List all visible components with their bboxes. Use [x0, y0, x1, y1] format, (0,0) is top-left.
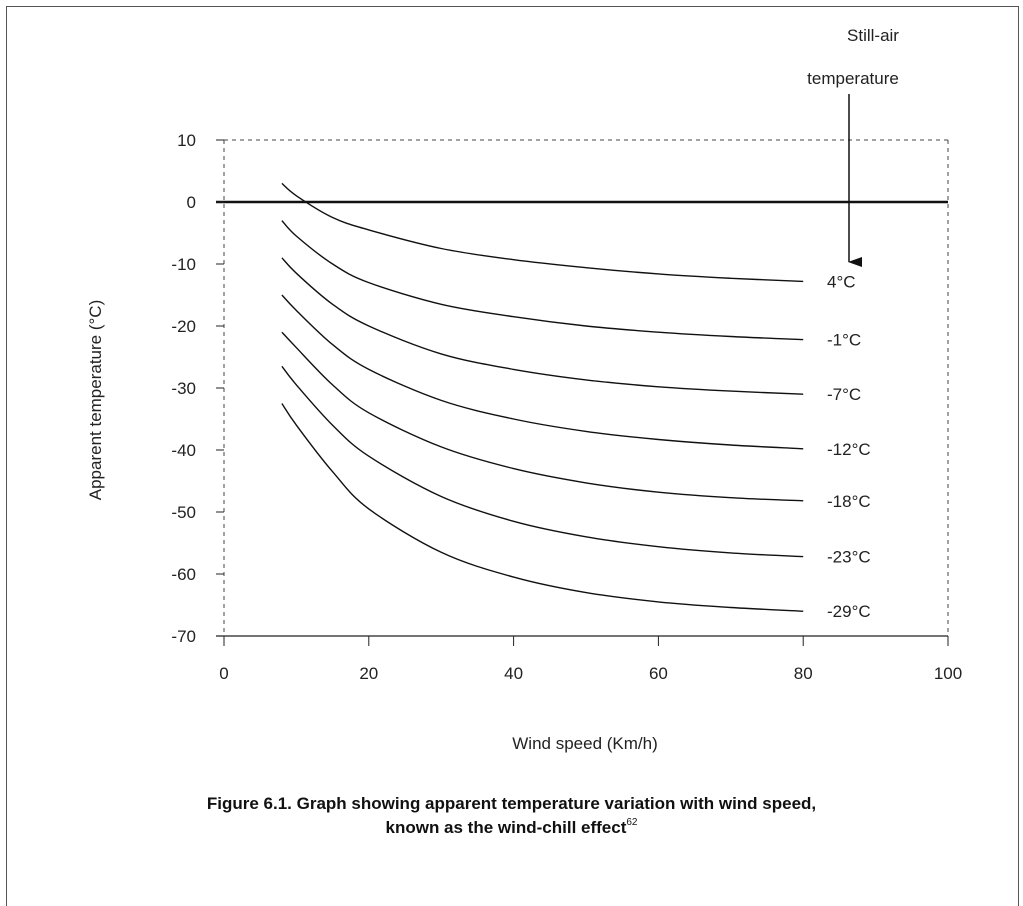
series-label-6: -23°C [827, 548, 871, 567]
x-tick-label: 0 [219, 664, 228, 683]
y-tick-label: -70 [171, 627, 196, 646]
figure-caption: Figure 6.1. Graph showing apparent tempe… [0, 792, 1023, 840]
annotation-line-2: temperature [807, 69, 899, 88]
caption-line-2-text: known as the wind-chill effect [385, 818, 627, 837]
annotation-line-1: Still-air [847, 26, 899, 45]
figure-frame [6, 6, 1019, 906]
x-tick-label: 60 [649, 664, 668, 683]
series-line-5 [281, 331, 804, 502]
series-label-1: 4°C [827, 272, 856, 291]
caption-line-2: known as the wind-chill effect62 [0, 816, 1023, 840]
series-line-2 [281, 220, 804, 341]
series-label-7: -29°C [827, 602, 871, 621]
series-label-5: -18°C [827, 492, 871, 511]
series-label-2: -1°C [827, 331, 861, 350]
y-tick-label: 10 [177, 131, 196, 150]
y-axis-title: Apparent temperature (°C) [86, 300, 105, 501]
caption-line-1: Figure 6.1. Graph showing apparent tempe… [206, 794, 817, 813]
x-tick-label: 40 [504, 664, 523, 683]
y-tick-label: 0 [187, 193, 196, 212]
series-line-3 [281, 257, 804, 395]
x-axis-title: Wind speed (Km/h) [512, 734, 658, 753]
x-tick-label: 100 [934, 664, 962, 683]
series-line-6 [281, 365, 804, 558]
y-tick-label: -50 [171, 503, 196, 522]
series-label-4: -12°C [827, 440, 871, 459]
series-line-7 [281, 403, 804, 612]
y-tick-label: -20 [171, 317, 196, 336]
y-tick-label: -10 [171, 255, 196, 274]
x-tick-label: 20 [359, 664, 378, 683]
y-tick-label: -30 [171, 379, 196, 398]
series-label-3: -7°C [827, 385, 861, 404]
caption-reference: 62 [626, 817, 638, 828]
series-line-1 [281, 182, 804, 283]
wind-chill-chart: 100-10-20-30-40-50-60-700 20 40 60 80 100 4°C… [86, 26, 962, 753]
x-tick-label: 80 [794, 664, 813, 683]
y-tick-label: -60 [171, 565, 196, 584]
y-tick-label: -40 [171, 441, 196, 460]
series-line-4 [281, 294, 804, 450]
